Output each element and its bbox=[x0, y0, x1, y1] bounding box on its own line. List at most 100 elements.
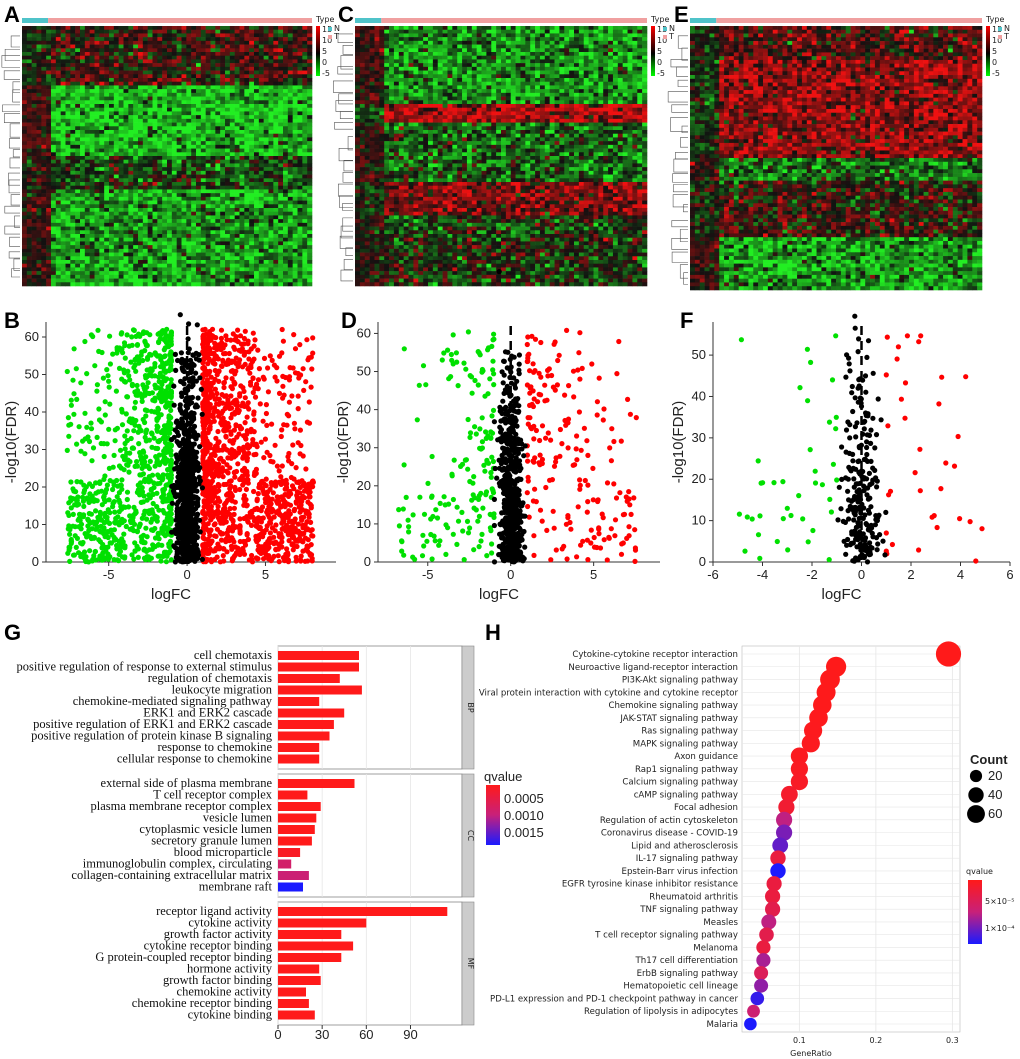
heatmap-cell bbox=[157, 133, 163, 138]
heatmap-cell bbox=[491, 63, 497, 68]
heatmap-cell bbox=[249, 182, 255, 187]
heatmap-cell bbox=[84, 133, 90, 138]
heatmap-cell bbox=[31, 278, 37, 283]
heatmap-cell bbox=[278, 133, 284, 138]
heatmap-cell bbox=[60, 63, 66, 68]
heatmap-cell bbox=[176, 278, 182, 283]
dendrogram-branch bbox=[337, 66, 353, 75]
heatmap-cell bbox=[239, 182, 245, 187]
heatmap-cell bbox=[31, 137, 37, 142]
heatmap-cell bbox=[307, 211, 313, 216]
heatmap-cell bbox=[215, 144, 221, 149]
heatmap-cell bbox=[138, 185, 144, 190]
heatmap-cell bbox=[520, 33, 526, 38]
heatmap-cell bbox=[220, 215, 226, 220]
heatmap-cell bbox=[138, 170, 144, 175]
heatmap-cell bbox=[142, 59, 148, 64]
heatmap-cell bbox=[142, 189, 148, 194]
heatmap-cell bbox=[268, 55, 274, 60]
heatmap-cell bbox=[307, 163, 313, 168]
heatmap-cell bbox=[142, 208, 148, 213]
heatmap-cell bbox=[205, 267, 211, 272]
heatmap-cell bbox=[31, 174, 37, 179]
heatmap-cell bbox=[51, 241, 57, 246]
heatmap-cell bbox=[302, 144, 308, 149]
heatmap-cell bbox=[70, 118, 76, 123]
heatmap-cell bbox=[302, 29, 308, 34]
heatmap-cell bbox=[273, 133, 279, 138]
heatmap-cell bbox=[80, 89, 86, 94]
heatmap-cell bbox=[70, 271, 76, 276]
heatmap-cell bbox=[254, 263, 260, 268]
heatmap-cell bbox=[31, 74, 37, 79]
heatmap-cell bbox=[263, 274, 269, 279]
heatmap-cell bbox=[220, 167, 226, 172]
heatmap-cell bbox=[569, 29, 575, 34]
heatmap-cell bbox=[99, 44, 105, 49]
heatmap-cell bbox=[152, 271, 158, 276]
heatmap-cell bbox=[278, 81, 284, 86]
heatmap-cell bbox=[55, 256, 61, 261]
heatmap-cell bbox=[263, 174, 269, 179]
heatmap-cell bbox=[186, 144, 192, 149]
heatmap-cell bbox=[118, 163, 124, 168]
heatmap-cell bbox=[167, 267, 173, 272]
heatmap-cell bbox=[31, 37, 37, 42]
heatmap-cell bbox=[186, 44, 192, 49]
heatmap-cell bbox=[364, 26, 370, 31]
heatmap-cell bbox=[31, 193, 37, 198]
heatmap-cell bbox=[549, 37, 555, 42]
heatmap-cell bbox=[244, 278, 250, 283]
heatmap-cell bbox=[539, 44, 546, 49]
heatmap-cell bbox=[244, 230, 250, 235]
heatmap-cell bbox=[186, 85, 192, 90]
dendrogram-branch bbox=[337, 183, 353, 197]
heatmap-cell bbox=[254, 81, 260, 86]
heatmap-cell bbox=[75, 282, 81, 287]
heatmap-cell bbox=[200, 37, 206, 42]
heatmap-cell bbox=[297, 152, 303, 157]
heatmap-cell bbox=[128, 81, 134, 86]
heatmap-cell bbox=[118, 170, 124, 175]
heatmap-cell bbox=[94, 237, 100, 242]
heatmap-cell bbox=[302, 70, 308, 75]
heatmap-cell bbox=[118, 245, 124, 250]
heatmap-cell bbox=[258, 144, 264, 149]
heatmap-cell bbox=[99, 40, 105, 45]
heatmap-cell bbox=[486, 52, 492, 57]
heatmap-cell bbox=[457, 59, 463, 64]
heatmap-cell bbox=[229, 96, 235, 101]
heatmap-cell bbox=[268, 174, 274, 179]
heatmap-cell bbox=[147, 126, 153, 131]
heatmap-cell bbox=[171, 44, 177, 49]
heatmap-cell bbox=[157, 170, 163, 175]
heatmap-cell bbox=[622, 48, 628, 53]
heatmap-cell bbox=[491, 59, 497, 64]
heatmap-cell bbox=[55, 141, 61, 146]
heatmap-cell bbox=[75, 182, 81, 187]
heatmap-cell bbox=[94, 148, 100, 153]
heatmap-cell bbox=[510, 26, 516, 31]
heatmap-cell bbox=[278, 33, 284, 38]
heatmap-cell bbox=[220, 70, 226, 75]
heatmap-cell bbox=[210, 29, 216, 34]
heatmap-cell bbox=[389, 44, 395, 49]
heatmap-cell bbox=[210, 222, 216, 227]
heatmap-cell bbox=[60, 260, 66, 265]
heatmap-cell bbox=[191, 104, 197, 109]
heatmap-cell bbox=[249, 148, 255, 153]
heatmap-cell bbox=[94, 130, 100, 135]
heatmap-cell bbox=[171, 81, 177, 86]
heatmap-cell bbox=[167, 204, 173, 209]
heatmap-cell bbox=[162, 282, 168, 287]
heatmap-cell bbox=[99, 252, 105, 257]
heatmap-cell bbox=[26, 204, 32, 209]
heatmap-cell bbox=[297, 92, 303, 97]
heatmap-cell bbox=[205, 245, 211, 250]
heatmap-cell bbox=[55, 234, 61, 239]
heatmap-cell bbox=[263, 208, 269, 213]
heatmap-cell bbox=[46, 267, 52, 272]
heatmap-cell bbox=[128, 256, 134, 261]
heatmap-cell bbox=[389, 37, 395, 42]
heatmap-cell bbox=[364, 29, 370, 34]
